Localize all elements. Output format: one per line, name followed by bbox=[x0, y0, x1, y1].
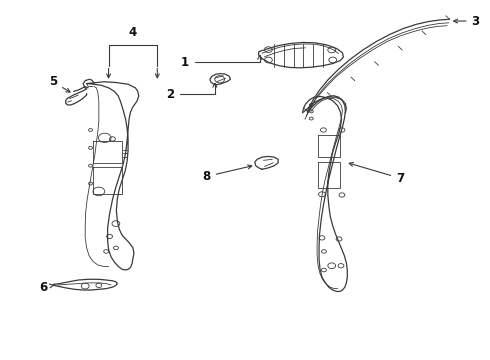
Text: 8: 8 bbox=[203, 165, 252, 183]
Text: 5: 5 bbox=[49, 75, 70, 92]
Text: 1: 1 bbox=[181, 55, 262, 69]
Text: 4: 4 bbox=[129, 26, 137, 39]
Text: 3: 3 bbox=[454, 14, 480, 27]
Text: 7: 7 bbox=[349, 162, 404, 185]
Text: 6: 6 bbox=[39, 281, 53, 294]
Text: 2: 2 bbox=[166, 83, 217, 101]
